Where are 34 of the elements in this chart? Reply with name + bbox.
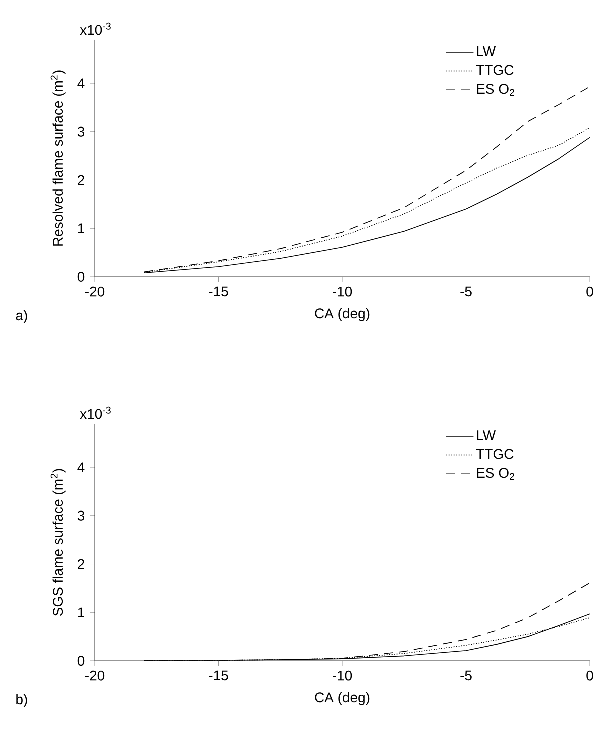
x-tick-label: -10 xyxy=(333,286,352,297)
legend-label: LW xyxy=(477,46,496,56)
y-axis-title: SGS flame surface (m$^{2}$) xyxy=(50,469,66,616)
y-tick-label: 1 xyxy=(78,608,84,618)
legend-label: ES O$_{2}$ xyxy=(477,84,515,96)
y-tick-label: 1 xyxy=(78,224,84,234)
x-tick-label: -5 xyxy=(460,286,472,297)
x-tick-label: -15 xyxy=(209,670,228,681)
legend-label: LW xyxy=(477,430,496,440)
y-tick-label: 3 xyxy=(78,510,85,521)
x-tick-label: -20 xyxy=(86,670,105,681)
y-tick-label: 0 xyxy=(78,656,85,666)
y-tick-label: 4 xyxy=(78,462,85,472)
x-tick-label: 0 xyxy=(586,286,594,297)
legend-label: TTGC xyxy=(476,65,514,76)
x-tick-label: -5 xyxy=(460,670,472,681)
x-axis-title: CA (deg) xyxy=(315,308,370,322)
x-tick-label: -10 xyxy=(333,670,352,681)
legend-label: ES O$_{2}$ xyxy=(477,468,515,480)
y-tick-label: 0 xyxy=(78,272,85,282)
y-tick-label: 2 xyxy=(78,175,84,186)
x-tick-label: -15 xyxy=(209,286,228,297)
y-tick-label: 3 xyxy=(78,126,85,137)
text: b) xyxy=(16,694,28,708)
text: a) xyxy=(16,310,28,324)
y-axis-title: Resolved flame surface (m$^{2}$) xyxy=(50,70,66,246)
x-axis-title: CA (deg) xyxy=(315,692,370,706)
text: x10$^{-3}$ xyxy=(80,406,111,420)
legend-label: TTGC xyxy=(476,449,514,460)
text: x10$^{-3}$ xyxy=(80,22,111,36)
y-tick-label: 4 xyxy=(78,78,85,88)
y-tick-label: 2 xyxy=(78,559,84,570)
x-tick-label: -20 xyxy=(86,286,105,297)
x-tick-label: 0 xyxy=(586,670,594,681)
